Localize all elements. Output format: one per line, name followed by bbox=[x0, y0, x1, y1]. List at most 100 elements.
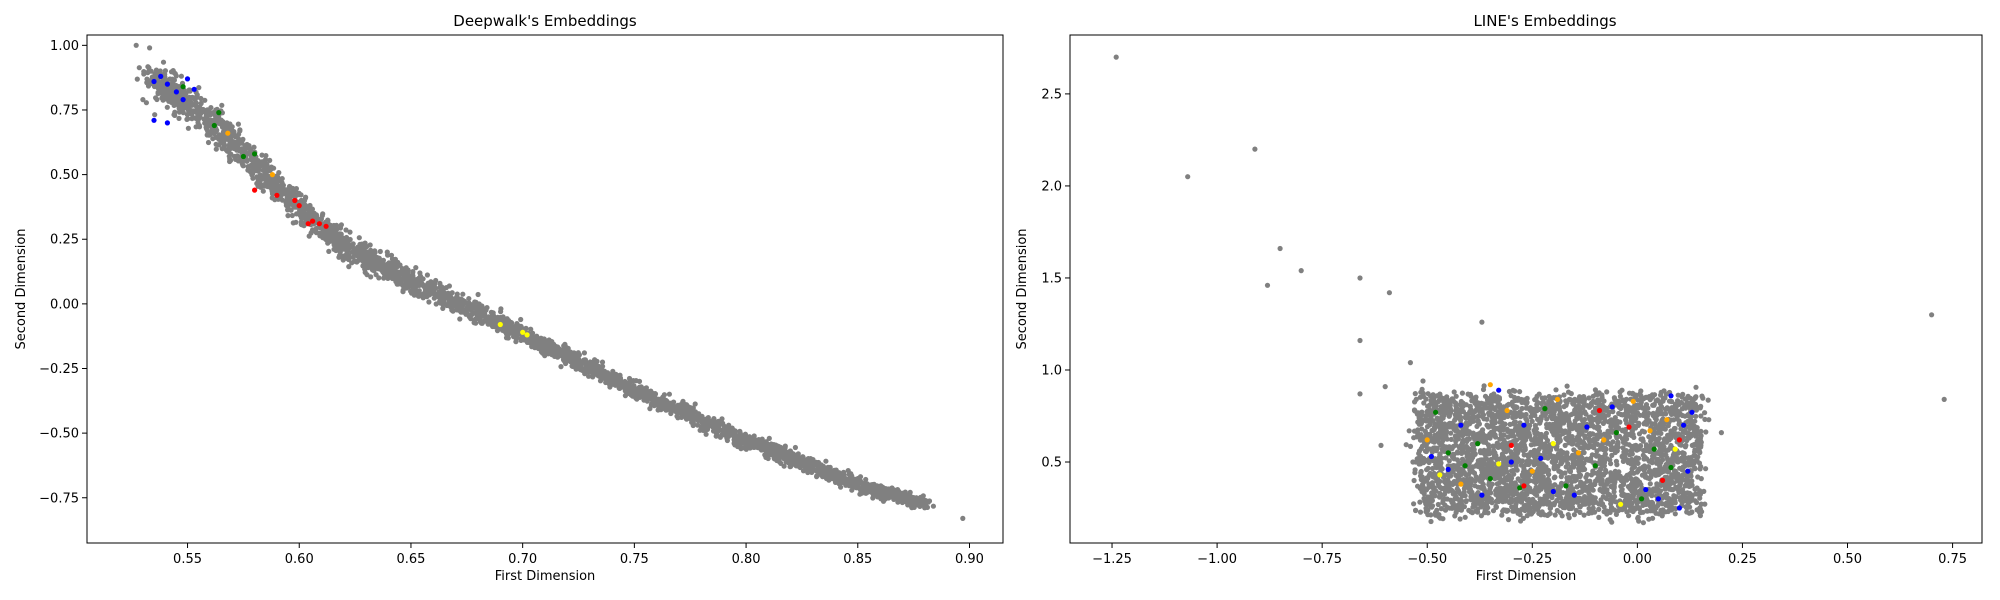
data-point bbox=[457, 316, 463, 322]
y-tick-label: −0.50 bbox=[39, 427, 79, 442]
data-point bbox=[388, 252, 395, 258]
data-point bbox=[922, 497, 928, 503]
data-point bbox=[389, 263, 395, 270]
data-point bbox=[449, 296, 455, 302]
data-point bbox=[136, 65, 142, 71]
data-point bbox=[359, 241, 365, 247]
data-point bbox=[825, 464, 831, 470]
data-point bbox=[259, 152, 265, 158]
data-point bbox=[911, 495, 917, 501]
data-point bbox=[155, 89, 161, 95]
data-point bbox=[1685, 460, 1692, 466]
data-point bbox=[205, 139, 212, 146]
data-point bbox=[1403, 442, 1409, 448]
data-point bbox=[1438, 506, 1444, 512]
data-point bbox=[561, 343, 567, 349]
data-point bbox=[630, 393, 636, 399]
data-point bbox=[246, 167, 252, 173]
highlighted-point bbox=[158, 73, 164, 79]
x-tick-label: 0.90 bbox=[955, 552, 984, 567]
data-point bbox=[235, 158, 241, 164]
y-tick-label: −0.75 bbox=[39, 491, 79, 506]
data-point bbox=[385, 252, 391, 258]
highlighted-point bbox=[225, 130, 231, 136]
data-point bbox=[187, 87, 193, 93]
data-point bbox=[252, 157, 258, 164]
data-point bbox=[611, 372, 617, 378]
data-point bbox=[287, 184, 293, 191]
data-point bbox=[814, 474, 820, 480]
x-tick-label: 0.75 bbox=[620, 552, 649, 567]
data-point bbox=[820, 474, 826, 480]
data-point bbox=[1552, 512, 1558, 518]
data-point bbox=[960, 515, 966, 522]
data-point bbox=[392, 256, 398, 262]
data-point bbox=[235, 121, 241, 127]
data-point bbox=[134, 76, 140, 82]
data-point bbox=[863, 488, 869, 494]
data-point bbox=[331, 242, 337, 248]
data-point bbox=[258, 163, 264, 169]
data-point bbox=[219, 146, 225, 152]
highlighted-point bbox=[252, 151, 258, 157]
data-point bbox=[435, 293, 441, 299]
data-point bbox=[323, 235, 329, 241]
highlighted-point bbox=[211, 122, 217, 129]
highlighted-point bbox=[292, 197, 298, 204]
data-point bbox=[1617, 393, 1623, 399]
data-point bbox=[1427, 431, 1433, 437]
data-point bbox=[189, 111, 195, 117]
data-point bbox=[848, 471, 854, 477]
data-point bbox=[432, 281, 438, 287]
y-tick-label: 0.00 bbox=[50, 297, 79, 312]
data-point bbox=[147, 45, 153, 51]
data-point bbox=[277, 185, 283, 191]
data-point bbox=[477, 319, 484, 325]
data-point bbox=[697, 427, 703, 433]
data-point bbox=[475, 305, 481, 311]
plot-frame bbox=[86, 34, 1004, 544]
data-point bbox=[663, 407, 670, 413]
data-point bbox=[1507, 421, 1513, 427]
data-point bbox=[857, 491, 863, 497]
data-point bbox=[674, 413, 680, 419]
data-point bbox=[1524, 513, 1530, 519]
line-scatter-panel: LINE's Embeddings −1.25 −1.00 −0.75 −0.50 −0… bbox=[1015, 12, 1983, 584]
data-point bbox=[582, 357, 588, 363]
data-point bbox=[1561, 392, 1567, 398]
data-point bbox=[148, 68, 154, 74]
data-point bbox=[1517, 389, 1523, 395]
data-point bbox=[630, 385, 636, 391]
data-point bbox=[690, 408, 696, 415]
data-point bbox=[612, 378, 618, 384]
data-point bbox=[296, 190, 302, 196]
data-point bbox=[846, 478, 852, 484]
data-point bbox=[648, 402, 655, 408]
data-point bbox=[751, 444, 757, 450]
data-point bbox=[1596, 506, 1602, 512]
data-point bbox=[502, 328, 508, 335]
data-point bbox=[284, 200, 290, 206]
data-point bbox=[350, 241, 356, 247]
highlighted-point bbox=[497, 321, 503, 328]
data-point bbox=[1654, 397, 1661, 403]
data-point bbox=[562, 359, 568, 365]
data-point bbox=[1442, 488, 1449, 494]
data-point bbox=[421, 283, 428, 289]
y-tick-label: 0.75 bbox=[50, 103, 79, 118]
data-point bbox=[892, 492, 898, 498]
data-point bbox=[454, 307, 460, 313]
data-point bbox=[293, 186, 299, 192]
data-point bbox=[208, 105, 214, 111]
data-point bbox=[690, 419, 696, 425]
data-point bbox=[698, 415, 705, 422]
data-point bbox=[171, 112, 177, 118]
data-point bbox=[863, 476, 869, 483]
data-point bbox=[1624, 420, 1630, 426]
data-point bbox=[1558, 474, 1564, 480]
data-point bbox=[618, 378, 624, 384]
data-point bbox=[1566, 515, 1572, 521]
highlighted-point bbox=[269, 172, 275, 178]
data-point bbox=[1652, 421, 1658, 427]
data-point bbox=[347, 229, 353, 235]
